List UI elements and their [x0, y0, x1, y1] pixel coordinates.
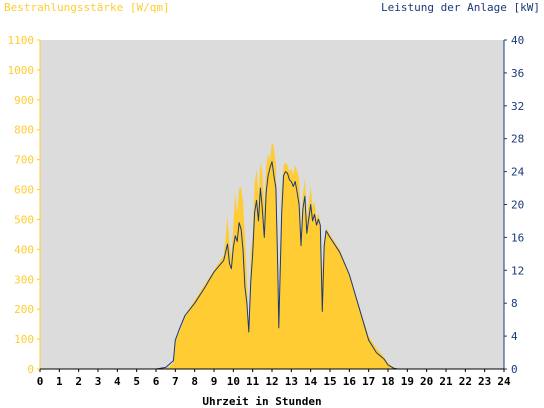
x-tick-label: 8: [191, 375, 198, 388]
x-tick-label: 22: [459, 375, 472, 388]
left-tick-label: 800: [14, 124, 34, 137]
left-tick-label: 1000: [8, 64, 35, 77]
left-axis-title: Bestrahlungsstärke [W/qm]: [4, 1, 170, 14]
x-tick-label: 9: [211, 375, 218, 388]
right-tick-label: 0: [511, 363, 518, 376]
x-tick-label: 7: [172, 375, 179, 388]
x-tick-label: 14: [304, 375, 318, 388]
x-tick-label: 4: [114, 375, 121, 388]
left-tick-label: 600: [14, 184, 34, 197]
right-tick-label: 24: [511, 166, 525, 179]
x-tick-label: 23: [478, 375, 491, 388]
left-tick-label: 300: [14, 273, 34, 286]
right-axis-title: Leistung der Anlage [kW]: [381, 1, 540, 14]
x-tick-label: 15: [323, 375, 336, 388]
left-tick-label: 0: [27, 363, 34, 376]
x-tick-label: 5: [133, 375, 140, 388]
x-tick-label: 20: [420, 375, 433, 388]
x-axis-title: Uhrzeit in Stunden: [202, 395, 321, 408]
right-tick-label: 12: [511, 264, 524, 277]
x-tick-label: 16: [343, 375, 357, 388]
axes-layer: 0100200300400500600700800900100011000481…: [8, 34, 525, 388]
left-tick-label: 900: [14, 94, 34, 107]
x-tick-label: 12: [265, 375, 278, 388]
right-tick-label: 28: [511, 133, 524, 146]
left-tick-label: 1100: [8, 34, 35, 47]
right-tick-label: 40: [511, 34, 524, 47]
left-tick-label: 700: [14, 154, 34, 167]
x-tick-label: 19: [401, 375, 414, 388]
x-tick-label: 21: [439, 375, 453, 388]
right-tick-label: 4: [511, 330, 518, 343]
series-layer: [40, 141, 504, 370]
power-line: [40, 161, 504, 370]
right-tick-label: 32: [511, 100, 524, 113]
left-tick-label: 200: [14, 303, 34, 316]
left-tick-label: 400: [14, 243, 34, 256]
x-tick-label: 1: [56, 375, 63, 388]
right-tick-label: 8: [511, 297, 518, 310]
x-tick-label: 6: [153, 375, 160, 388]
x-tick-label: 13: [285, 375, 298, 388]
x-tick-label: 10: [227, 375, 240, 388]
right-tick-label: 16: [511, 231, 524, 244]
left-tick-label: 500: [14, 213, 34, 226]
x-tick-label: 24: [497, 375, 511, 388]
left-tick-label: 100: [14, 333, 34, 346]
x-tick-label: 11: [246, 375, 260, 388]
x-tick-label: 17: [362, 375, 375, 388]
x-tick-label: 18: [381, 375, 394, 388]
right-tick-label: 36: [511, 67, 524, 80]
irradiance-area: [40, 141, 504, 369]
x-tick-label: 3: [95, 375, 102, 388]
x-tick-label: 2: [75, 375, 82, 388]
right-tick-label: 20: [511, 199, 524, 212]
x-tick-label: 0: [37, 375, 44, 388]
